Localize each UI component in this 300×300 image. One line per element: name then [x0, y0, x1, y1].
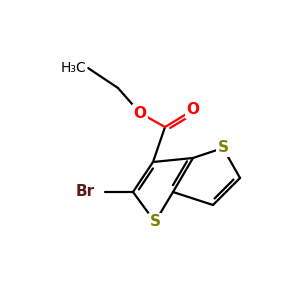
Text: S: S — [149, 214, 161, 230]
Text: H₃C: H₃C — [60, 61, 86, 75]
Text: O: O — [134, 106, 146, 121]
Text: Br: Br — [76, 184, 95, 200]
Text: S: S — [218, 140, 229, 155]
Text: H: H — [76, 61, 86, 75]
Text: O: O — [187, 103, 200, 118]
